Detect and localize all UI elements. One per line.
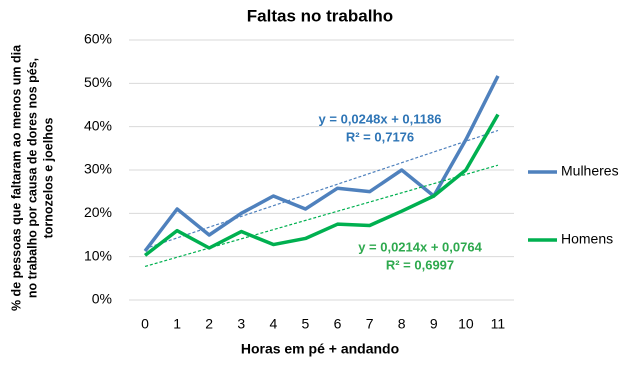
trendline-r2: R² = 0,6997 [386,257,454,272]
y-tick-label: 0% [92,291,112,307]
y-axis-title-line: tornozelos e joelhos [41,118,55,239]
x-tick-label: 11 [491,316,506,332]
x-tick-label: 0 [141,316,149,332]
x-tick-label: 2 [205,316,213,332]
trendline-r2: R² = 0,7176 [346,129,414,144]
x-tick-label: 7 [366,316,374,332]
x-tick-label: 4 [269,316,277,332]
x-tick-label: 6 [334,316,342,332]
trendline-equation: y = 0,0214x + 0,0764 [358,239,482,254]
trendline [144,164,499,268]
y-tick-label: 50% [84,74,112,90]
x-tick-label: 3 [237,316,245,332]
x-axis-title: Horas em pé + andando [241,341,399,357]
x-tick-label: 10 [458,316,474,332]
legend-label: Mulheres [561,163,619,179]
legend-label: Homens [561,231,613,247]
y-axis-title-line: no trabalho por causa de dores nos pés, [25,58,39,298]
y-tick-label: 20% [84,204,112,220]
series-line [143,113,500,257]
y-tick-label: 10% [84,247,112,263]
x-tick-label: 9 [430,316,438,332]
chart-title: Faltas no trabalho [247,6,393,25]
series-line [143,75,500,253]
x-tick-label: 1 [173,316,181,332]
y-axis-title-line: % de pessoas que faltaram ao menos um di… [9,44,23,311]
x-tick-label: 5 [302,316,310,332]
y-tick-label: 60% [84,31,112,47]
x-tick-label: 8 [398,316,406,332]
y-tick-label: 30% [84,161,112,177]
y-tick-label: 40% [84,117,112,133]
y-axis-title: % de pessoas que faltaram ao menos um di… [9,44,55,311]
trendline-equation: y = 0,0248x + 0,1186 [319,111,442,126]
